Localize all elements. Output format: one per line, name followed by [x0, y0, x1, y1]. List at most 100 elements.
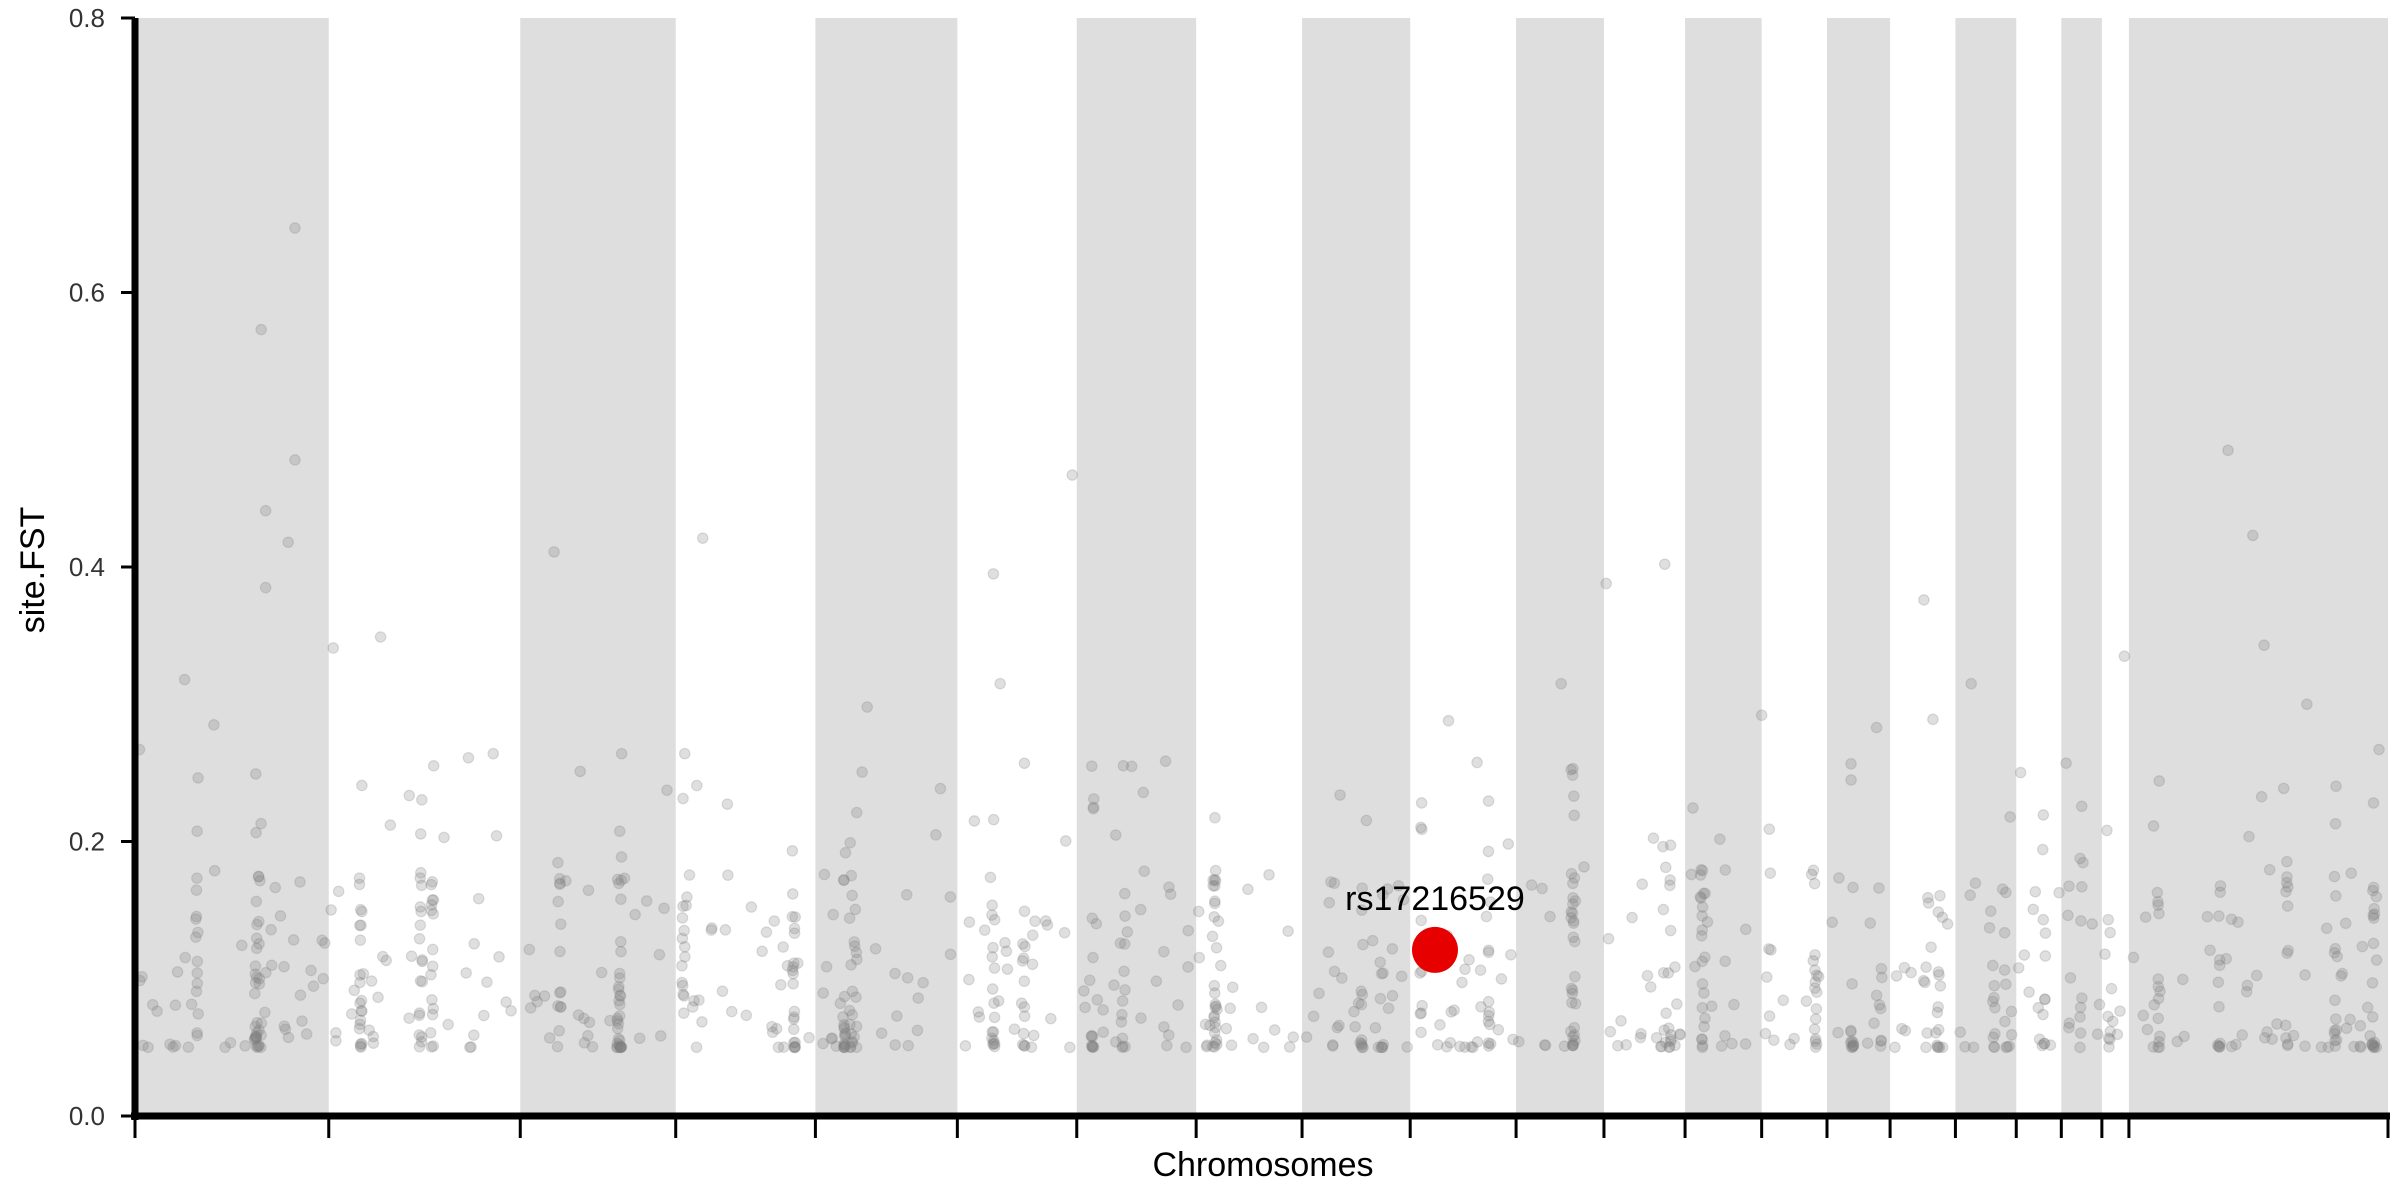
- snp-point: [208, 864, 221, 877]
- snp-point: [554, 945, 566, 958]
- snp-point: [1134, 903, 1147, 916]
- snp-point: [1964, 889, 1976, 902]
- snp-point: [1484, 896, 1497, 908]
- snp-point: [696, 1016, 708, 1028]
- snp-point: [2044, 1039, 2057, 1051]
- snp-point: [2001, 1041, 2014, 1053]
- snp-point: [269, 881, 282, 894]
- snp-point: [1474, 964, 1487, 976]
- chromosome-band: [2061, 18, 2102, 1116]
- snp-point: [618, 872, 631, 885]
- snp-point: [1507, 1033, 1519, 1046]
- snp-point: [1808, 877, 1821, 890]
- snp-point: [248, 1033, 261, 1046]
- snp-point: [978, 924, 991, 936]
- snp-point: [1356, 1041, 1368, 1054]
- snp-point: [1000, 945, 1013, 958]
- snp-point: [403, 1012, 415, 1024]
- snp-point: [745, 901, 758, 913]
- snp-point: [259, 1006, 271, 1019]
- snp-point: [2213, 954, 2226, 966]
- snp-point: [538, 990, 551, 1002]
- snp-point: [2340, 1022, 2353, 1035]
- snp-point: [1696, 910, 1708, 922]
- snp-point: [611, 1037, 624, 1050]
- snp-point: [900, 888, 913, 901]
- snp-point: [1209, 1016, 1221, 1028]
- snp-point: [1998, 926, 2011, 939]
- snp-point: [1482, 1009, 1495, 1022]
- snp-point: [253, 937, 265, 950]
- snp-point: [1086, 912, 1099, 925]
- snp-point: [1484, 1037, 1497, 1050]
- snp-point: [843, 912, 856, 924]
- snp-point: [478, 1009, 490, 1022]
- snp-point: [845, 869, 858, 882]
- snp-point: [380, 954, 393, 967]
- snp-point: [1544, 910, 1556, 923]
- snp-point: [2127, 951, 2140, 964]
- snp-point: [367, 1030, 380, 1043]
- snp-point: [224, 1036, 237, 1049]
- snp-point: [678, 924, 690, 937]
- snp-point: [1658, 1024, 1671, 1036]
- snp-point: [1987, 959, 1999, 972]
- snp-point: [999, 936, 1011, 949]
- snp-point: [1209, 895, 1221, 907]
- snp-point: [1930, 1027, 1942, 1039]
- y-tick-label: 0.4: [69, 552, 105, 582]
- snp-point: [1665, 1033, 1677, 1046]
- snp-point: [1207, 874, 1219, 886]
- snp-point: [676, 959, 688, 972]
- snp-point: [1115, 1016, 1128, 1028]
- snp-point: [1214, 959, 1227, 972]
- snp-point: [1874, 1040, 1887, 1052]
- snp-point: [2104, 1033, 2116, 1046]
- snp-point: [2364, 1030, 2376, 1042]
- snp-point: [789, 1041, 802, 1054]
- snp-point: [1538, 1039, 1551, 1051]
- snp-point: [1899, 1024, 1912, 1037]
- snp-point: [2178, 1030, 2190, 1043]
- snp-point: [1569, 895, 1582, 907]
- snp-point: [849, 903, 862, 916]
- snp-point: [984, 871, 997, 884]
- snp-point: [1483, 1006, 1496, 1018]
- snp-point: [781, 959, 794, 972]
- snp-point: [1569, 997, 1582, 1010]
- snp-point: [1085, 1029, 1098, 1042]
- snp-point: [1395, 970, 1408, 983]
- snp-point: [658, 902, 670, 915]
- snp-point: [554, 877, 566, 890]
- snp-point: [845, 959, 857, 971]
- highlighted-snp: rs17216529: [1345, 880, 1525, 973]
- snp-point: [167, 1041, 179, 1053]
- snp-point: [1372, 1041, 1385, 1053]
- snp-point: [2005, 1005, 2018, 1018]
- snp-point: [676, 912, 689, 924]
- snp-point: [1333, 1019, 1345, 1032]
- snp-point: [239, 1040, 251, 1052]
- snp-point: [1873, 999, 1886, 1011]
- snp-point: [1922, 897, 1935, 909]
- snp-point: [426, 943, 439, 956]
- snp-point: [1116, 1040, 1129, 1052]
- snp-point: [889, 967, 901, 980]
- snp-point: [1536, 882, 1548, 895]
- snp-point: [500, 996, 512, 1008]
- snp-point: [2214, 1040, 2226, 1053]
- snp-point: [1873, 882, 1885, 894]
- snp-point: [426, 876, 439, 888]
- snp-point: [683, 869, 696, 881]
- snp-point: [543, 1032, 556, 1044]
- snp-point: [838, 1018, 850, 1031]
- snp-point: [1091, 993, 1104, 1006]
- snp-point: [2032, 1001, 2045, 1014]
- snp-point: [465, 1041, 477, 1053]
- snp-point: [611, 1041, 624, 1054]
- snp-point: [986, 1032, 998, 1044]
- snp-point: [2102, 1032, 2115, 1045]
- snp-point: [353, 1022, 366, 1035]
- chromosome-band: [1302, 18, 1411, 1116]
- snp-point: [1696, 1041, 1709, 1054]
